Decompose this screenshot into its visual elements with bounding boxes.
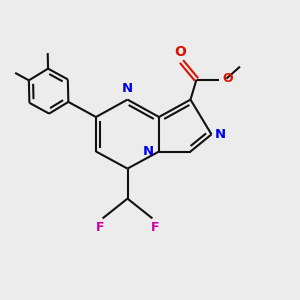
Text: N: N [215, 128, 226, 141]
Text: F: F [96, 221, 104, 234]
Text: N: N [142, 145, 154, 158]
Text: N: N [122, 82, 133, 95]
Text: O: O [222, 72, 232, 85]
Text: F: F [151, 221, 159, 234]
Text: O: O [174, 45, 186, 59]
